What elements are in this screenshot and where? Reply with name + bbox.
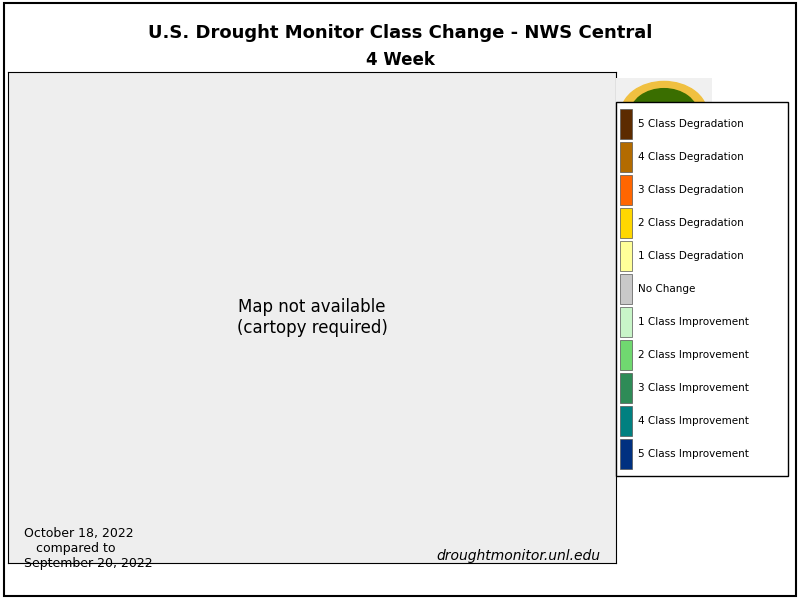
Text: 2 Class Improvement: 2 Class Improvement [638, 350, 750, 360]
Text: 2 Class Degradation: 2 Class Degradation [638, 218, 744, 228]
Text: U.S. Drought Monitor Class Change - NWS Central: U.S. Drought Monitor Class Change - NWS … [148, 24, 652, 42]
Text: 3 Class Improvement: 3 Class Improvement [638, 383, 750, 393]
Text: Map not available
(cartopy required): Map not available (cartopy required) [237, 298, 387, 337]
Circle shape [630, 89, 698, 139]
Text: 4 Week: 4 Week [366, 51, 434, 69]
Text: 5 Class Improvement: 5 Class Improvement [638, 449, 750, 459]
Text: 1 Class Improvement: 1 Class Improvement [638, 317, 750, 327]
Text: 3 Class Degradation: 3 Class Degradation [638, 185, 744, 195]
Text: October 18, 2022
   compared to
September 20, 2022: October 18, 2022 compared to September 2… [24, 527, 153, 570]
Text: 1 Class Degradation: 1 Class Degradation [638, 251, 744, 261]
Text: No Change: No Change [638, 284, 696, 294]
Text: 4 Class Improvement: 4 Class Improvement [638, 416, 750, 426]
Text: droughtmonitor.unl.edu: droughtmonitor.unl.edu [436, 549, 600, 563]
Text: 5 Class Degradation: 5 Class Degradation [638, 119, 744, 129]
Text: NDMC: NDMC [645, 109, 683, 119]
Text: 4 Class Degradation: 4 Class Degradation [638, 152, 744, 162]
Circle shape [621, 81, 707, 146]
